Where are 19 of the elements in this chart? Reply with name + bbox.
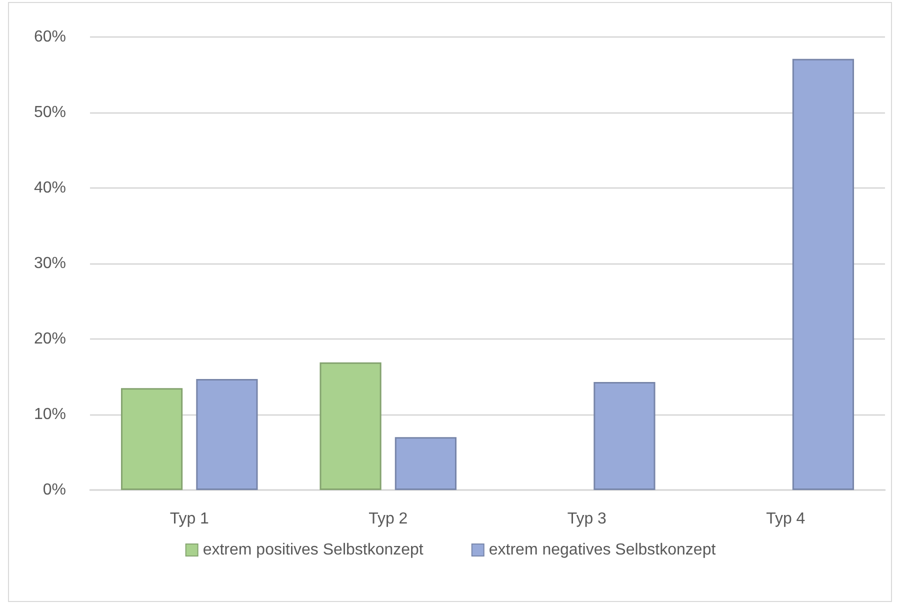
y-tick-label: 60% bbox=[34, 28, 66, 46]
x-tick-label: Typ 4 bbox=[766, 510, 806, 528]
y-tick-label: 20% bbox=[34, 330, 66, 348]
x-tick-label: Typ 3 bbox=[567, 510, 607, 528]
bar bbox=[196, 379, 258, 490]
y-tick-label: 50% bbox=[34, 104, 66, 121]
bar bbox=[792, 58, 854, 490]
bar bbox=[120, 388, 183, 490]
y-tick-label: 30% bbox=[34, 255, 66, 272]
y-tick-label: 40% bbox=[34, 180, 66, 196]
bar bbox=[394, 437, 457, 490]
legend-label: extrem positives Selbstkonzept bbox=[202, 542, 424, 558]
x-tick-label: Typ 1 bbox=[170, 510, 210, 528]
y-tick-label: 10% bbox=[34, 406, 66, 423]
legend-label: extrem negatives Selbstkonzept bbox=[488, 542, 716, 558]
x-tick-label: Typ 2 bbox=[368, 510, 408, 528]
bar bbox=[594, 382, 656, 490]
bar bbox=[320, 362, 382, 490]
y-tick-label: 0% bbox=[42, 482, 66, 498]
